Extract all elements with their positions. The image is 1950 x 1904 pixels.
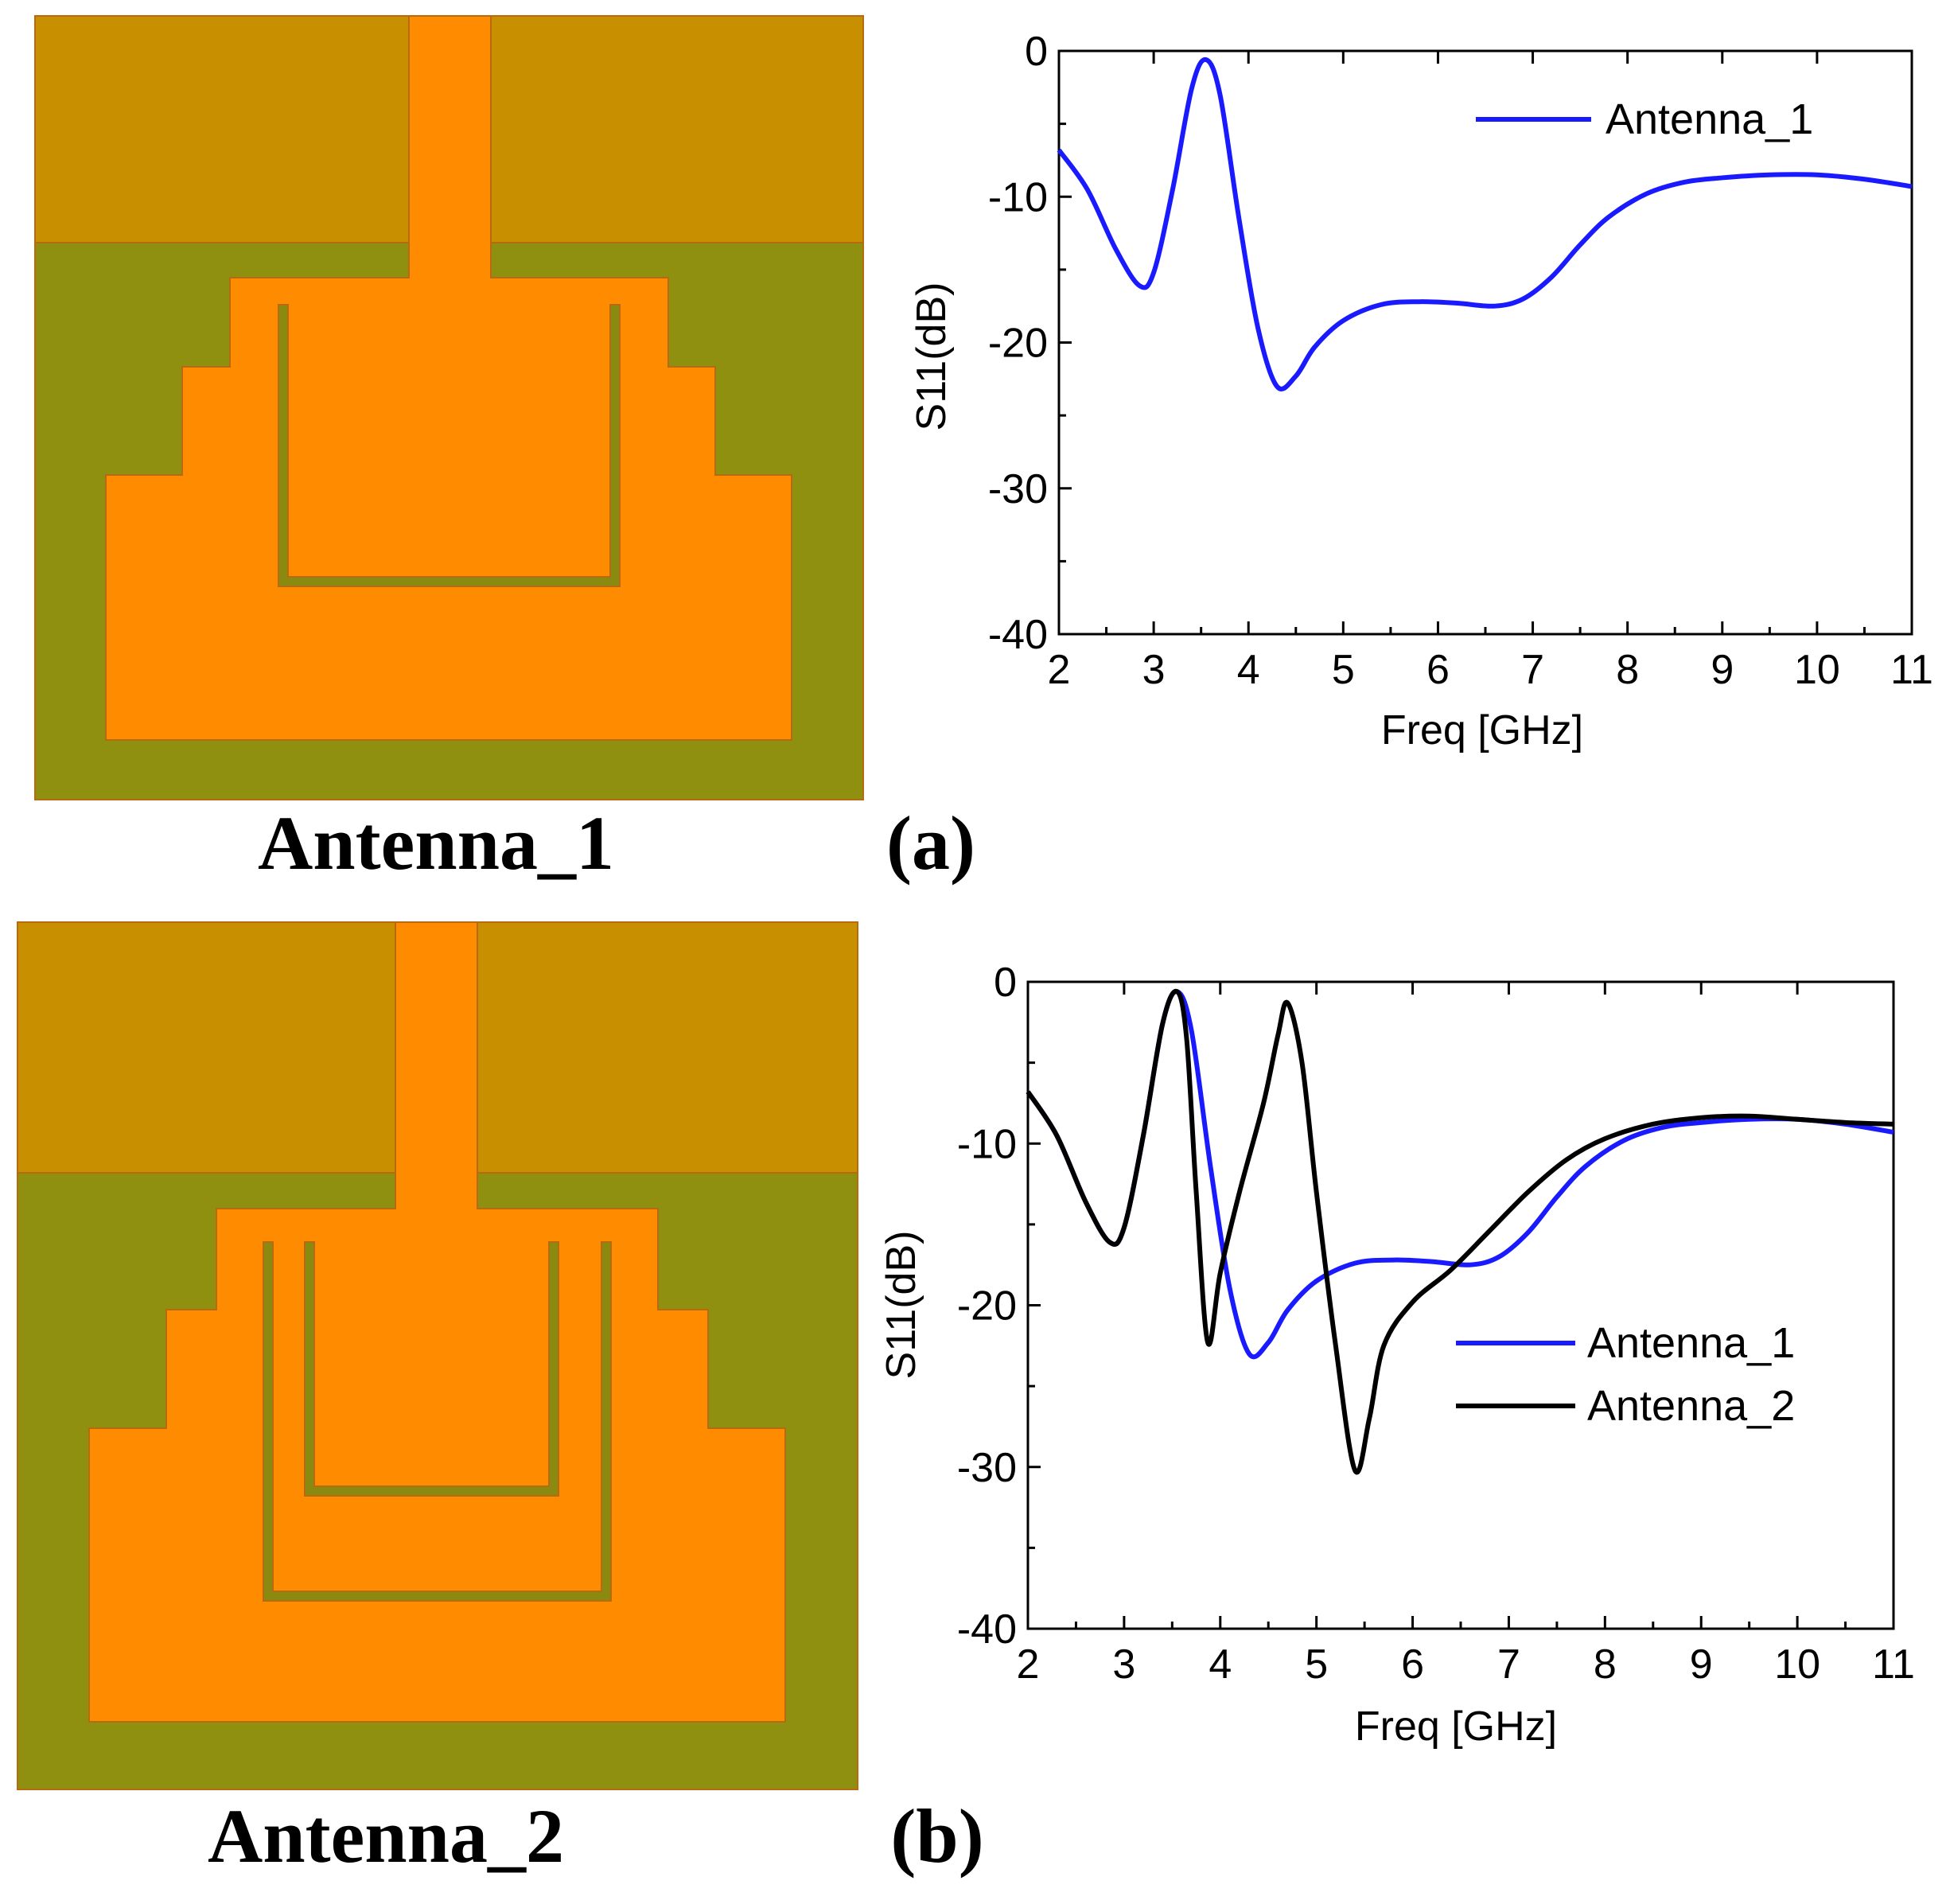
chart-b-xtick-label: 4 — [1209, 1641, 1232, 1688]
chart-b-ytick-label: -40 — [957, 1606, 1017, 1653]
chart-b-legend: Antenna_1 Antenna_2 — [1456, 1319, 1795, 1430]
antenna-2-inner-u-slot — [304, 1241, 559, 1497]
chart-a-ytick-label: -30 — [988, 466, 1048, 512]
chart-b-ylabel: S11(dB) — [878, 1231, 924, 1380]
chart-a-ytick-label: 0 — [1025, 29, 1048, 75]
chart-a-xtick-label: 7 — [1521, 647, 1544, 693]
chart-a-xtick-label: 3 — [1142, 647, 1166, 693]
chart-b-xtick-label: 2 — [1017, 1641, 1040, 1688]
chart-a-xtick-label: 11 — [1890, 647, 1933, 693]
antenna-2-caption: Antenna_2 — [208, 1793, 564, 1879]
chart-a-xtick-label: 10 — [1794, 647, 1840, 693]
chart-a-xtick-label: 9 — [1711, 647, 1734, 693]
chart-b-ytick-label: -20 — [957, 1283, 1017, 1330]
chart-b-ytick-label: -10 — [957, 1121, 1017, 1167]
chart-a-legend-label-antenna-1: Antenna_1 — [1606, 95, 1813, 143]
chart-b-ticks: 2 3 4 5 6 7 8 9 10 11 0 -10 -20 -30 -40 — [957, 960, 1915, 1688]
chart-a-ytick-label: -40 — [988, 612, 1048, 658]
chart-b-xtick-label: 5 — [1305, 1641, 1328, 1688]
chart-b-plot-frame — [1026, 980, 1895, 1630]
antenna-2-diagram — [17, 921, 858, 1790]
chart-a-series-antenna-1 — [1057, 56, 1913, 391]
chart-b-frame — [1026, 980, 1895, 1630]
chart-b: 2 3 4 5 6 7 8 9 10 11 0 -10 -20 -30 -40 Freq [GHz] S11… — [878, 960, 1915, 1750]
antenna-1-diagram — [34, 15, 864, 800]
chart-b-legend-label-antenna-1: Antenna_1 — [1587, 1319, 1795, 1367]
chart-a-xtick-label: 2 — [1048, 647, 1071, 693]
chart-a-xlabel: Freq [GHz] — [1381, 707, 1583, 753]
chart-b-ytick-label: -30 — [957, 1445, 1017, 1491]
chart-b-series — [1026, 988, 1894, 1475]
chart-a-ytick-label: -10 — [988, 174, 1048, 220]
chart-b-xlabel: Freq [GHz] — [1355, 1703, 1557, 1750]
chart-a-ytick-label: -20 — [988, 321, 1048, 367]
chart-a-series — [1057, 56, 1913, 391]
chart-b-xtick-label: 11 — [1872, 1641, 1915, 1688]
chart-a-xtick-label: 6 — [1426, 647, 1450, 693]
antenna-2-outer-u-slot — [263, 1241, 612, 1602]
chart-b-xtick-label: 10 — [1774, 1641, 1820, 1688]
chart-b-series-antenna-2 — [1026, 988, 1894, 1475]
chart-b-legend-label-antenna-2: Antenna_2 — [1587, 1382, 1795, 1430]
antenna-1-caption: Antenna_1 — [258, 800, 614, 886]
chart-a-xtick-label: 5 — [1332, 647, 1355, 693]
chart-b-xtick-label: 6 — [1401, 1641, 1424, 1688]
chart-a-legend: Antenna_1 — [1476, 95, 1813, 143]
chart-b-xtick-label: 3 — [1112, 1641, 1135, 1688]
panel-b-label: (b) — [890, 1793, 983, 1879]
chart-a: 2 3 4 5 6 7 8 9 10 11 0 -10 -20 -30 -40 Freq [GHz] S11… — [909, 29, 1933, 753]
chart-a-ylabel: S11(dB) — [909, 282, 955, 431]
chart-b-ytick-label: 0 — [994, 960, 1017, 1006]
chart-b-xtick-label: 7 — [1497, 1641, 1520, 1688]
antenna-1-u-slot — [278, 304, 621, 587]
chart-a-xtick-label: 4 — [1237, 647, 1260, 693]
chart-b-xtick-label: 8 — [1594, 1641, 1617, 1688]
chart-a-xtick-label: 8 — [1616, 647, 1639, 693]
panel-a-label: (a) — [886, 800, 975, 886]
chart-b-xtick-label: 9 — [1690, 1641, 1713, 1688]
chart-a-ticks: 2 3 4 5 6 7 8 9 10 11 0 -10 -20 -30 -40 — [988, 29, 1933, 693]
